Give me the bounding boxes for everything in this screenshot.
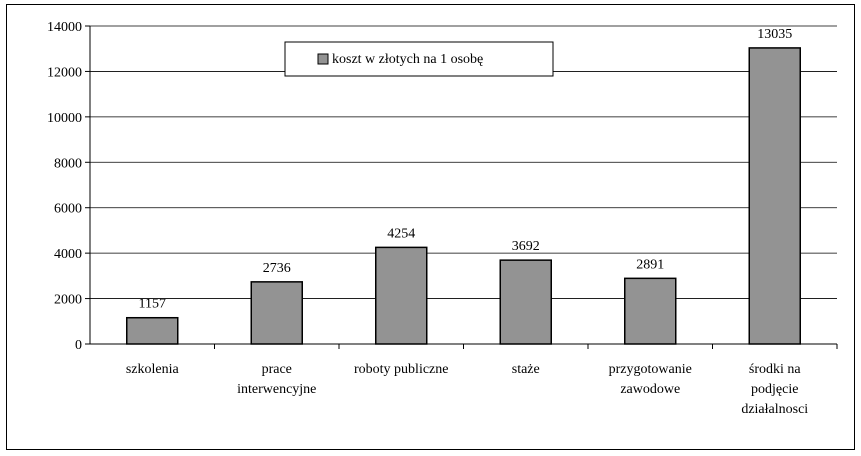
legend-box	[284, 41, 554, 77]
y-tick-label: 4000	[54, 247, 82, 262]
legend-swatch	[317, 53, 329, 65]
legend: koszt w złotych na 1 osobę	[284, 41, 554, 77]
bar	[499, 259, 552, 345]
bar	[250, 281, 303, 345]
data-label: 13035	[757, 27, 792, 42]
y-tick-label: 10000	[47, 111, 82, 126]
x-tick-label: przygotowanie	[609, 362, 692, 377]
x-tick-label: prace	[262, 362, 292, 377]
y-tick-label: 12000	[47, 65, 82, 80]
x-tick-label: środki na	[749, 362, 802, 377]
x-tick-label: podjęcie	[751, 382, 798, 397]
y-tick-label: 8000	[54, 156, 82, 171]
chart-frame: 0 2000 4000 6000 8000 10000 12000 14000 1157 273…	[6, 4, 855, 450]
x-tick-label: działalnosci	[741, 402, 808, 417]
y-tick-label: 6000	[54, 202, 82, 217]
x-tick-label: interwencyjne	[237, 382, 316, 397]
data-label: 2891	[636, 257, 664, 272]
data-label: 1157	[139, 297, 166, 312]
bar	[126, 316, 179, 345]
data-label: 3692	[512, 239, 540, 254]
x-tick-label: zawodowe	[620, 382, 680, 397]
bar-chart: 0 2000 4000 6000 8000 10000 12000 14000 1157 273…	[47, 20, 838, 417]
bar	[375, 246, 428, 345]
bar	[624, 277, 677, 345]
x-tick-label: staże	[512, 362, 540, 377]
data-label: 4254	[387, 226, 415, 241]
legend-label: koszt w złotych na 1 osobę	[332, 52, 483, 67]
x-tick-label: szkolenia	[126, 362, 180, 377]
bar	[748, 47, 801, 345]
y-tick-label: 2000	[54, 293, 82, 308]
data-label: 2736	[263, 261, 291, 276]
y-tick-label: 14000	[47, 20, 82, 35]
y-tick-label: 0	[75, 338, 82, 353]
x-tick-label: roboty publiczne	[354, 362, 448, 377]
